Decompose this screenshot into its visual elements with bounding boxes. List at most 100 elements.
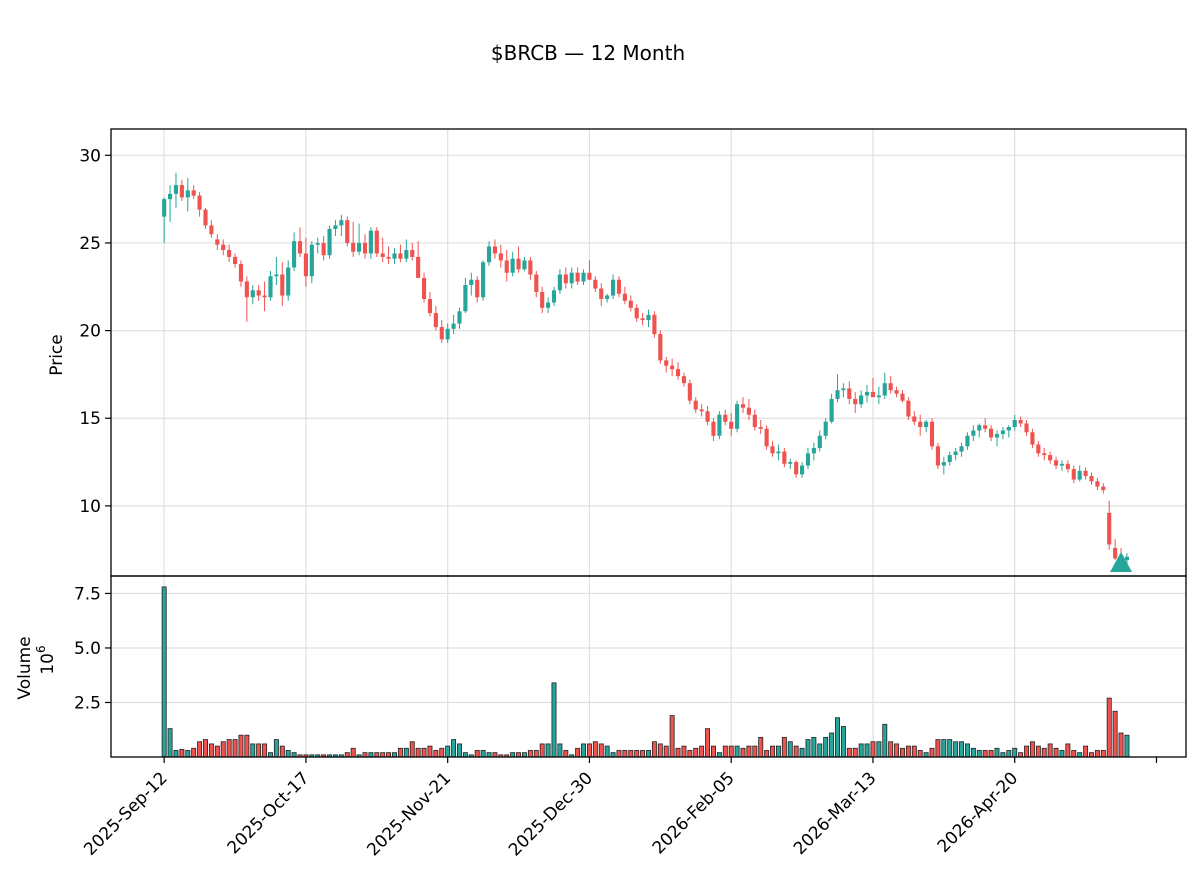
candle-body <box>1006 427 1011 431</box>
candle-body <box>628 300 633 308</box>
volume-bar <box>380 752 386 758</box>
candle-body <box>1059 463 1065 466</box>
candlestick-series <box>162 172 1130 564</box>
candle-body <box>959 446 964 452</box>
volume-bar <box>964 743 970 758</box>
candle-body <box>357 242 362 252</box>
volume-bar <box>563 750 569 758</box>
volume-bar <box>604 745 610 758</box>
volume-bar <box>403 747 409 758</box>
volume-bar <box>811 736 817 758</box>
candle-body <box>835 390 840 399</box>
candle-body <box>994 434 1000 438</box>
volume-bar <box>1083 745 1089 758</box>
volume-bar <box>521 752 527 758</box>
volume-bar <box>397 747 403 758</box>
candle-body <box>327 228 332 256</box>
volume-bar <box>994 747 1000 758</box>
volume-multiplier-exponent: 6 <box>34 645 48 653</box>
candle-body <box>729 421 734 429</box>
volume-multiplier: 106 <box>34 645 58 674</box>
candle-body <box>859 395 864 405</box>
volume-bar <box>1106 697 1112 758</box>
candle-body <box>475 279 480 298</box>
volume-bar <box>415 747 421 758</box>
candle-body <box>965 435 970 447</box>
volume-bar <box>445 745 451 758</box>
candle-body <box>811 448 816 454</box>
volume-bar <box>439 747 445 758</box>
candle-body <box>362 242 368 254</box>
volume-bar <box>1018 752 1024 758</box>
candle-body <box>504 260 509 273</box>
volume-bar <box>421 747 427 758</box>
volume-bar <box>197 741 203 758</box>
volume-bar <box>1112 710 1118 758</box>
volume-bar <box>1053 747 1059 758</box>
volume-bar <box>279 745 285 758</box>
candle-body <box>528 260 533 275</box>
candle-body <box>776 451 781 454</box>
volume-bar <box>817 743 823 758</box>
candle-body <box>900 393 905 401</box>
volume-bar <box>457 743 462 758</box>
volume-bar <box>640 750 646 758</box>
candle-body <box>309 244 314 277</box>
candle-body <box>876 395 881 398</box>
volume-bar <box>651 741 657 758</box>
volume-bar <box>894 743 900 758</box>
candle-body <box>717 414 722 436</box>
volume-bar <box>728 745 734 758</box>
candle-body <box>864 391 870 396</box>
candle-body <box>705 411 710 422</box>
candle-body <box>404 249 409 259</box>
volume-multiplier-base: 10 <box>38 653 58 675</box>
volume-bar <box>970 747 976 758</box>
candle-body <box>1012 419 1017 427</box>
volume-bar <box>705 728 711 758</box>
candle-body <box>894 390 899 394</box>
volume-bar <box>285 750 291 758</box>
volume-bar <box>858 743 864 758</box>
volume-bar <box>262 743 268 758</box>
volume-bar <box>1035 745 1041 758</box>
candle-body <box>681 376 687 384</box>
volume-bar <box>852 747 858 758</box>
candle-body <box>410 249 415 257</box>
candle-body <box>1065 463 1070 470</box>
volume-bar <box>675 747 681 758</box>
candle-body <box>882 383 887 396</box>
candle-body <box>652 314 657 335</box>
candle-body <box>292 241 297 268</box>
volume-bar <box>433 750 439 758</box>
chart-title: $BRCB — 12 Month <box>491 41 685 65</box>
price-tick-label: 15 <box>79 409 101 429</box>
price-grid <box>111 129 1186 576</box>
candle-body <box>675 369 681 377</box>
volume-bar <box>581 743 586 758</box>
candle-body <box>303 253 308 277</box>
volume-bar <box>374 752 380 758</box>
svg-text:106: 106 <box>34 645 58 674</box>
volume-bar <box>598 743 604 758</box>
candle-body <box>593 279 598 289</box>
volume-bar <box>876 741 882 758</box>
candle-body <box>610 279 616 296</box>
price-y-axis: 10 15 20 25 30 <box>79 146 111 517</box>
price-tick-label: 25 <box>79 234 101 254</box>
candle-body <box>486 246 492 263</box>
volume-bar <box>1100 750 1106 758</box>
volume-bar <box>173 750 179 758</box>
candle-body <box>989 428 994 438</box>
candle-body <box>286 267 291 296</box>
volume-bar <box>699 745 705 758</box>
volume-bar <box>179 748 185 758</box>
volume-bar <box>1071 750 1077 758</box>
candle-body <box>764 428 769 447</box>
candle-body <box>758 427 763 429</box>
candle-body <box>469 279 474 286</box>
candle-body <box>209 225 214 235</box>
candle-body <box>723 414 728 422</box>
price-axis-label: Price <box>47 334 67 375</box>
candle-body <box>540 292 545 308</box>
